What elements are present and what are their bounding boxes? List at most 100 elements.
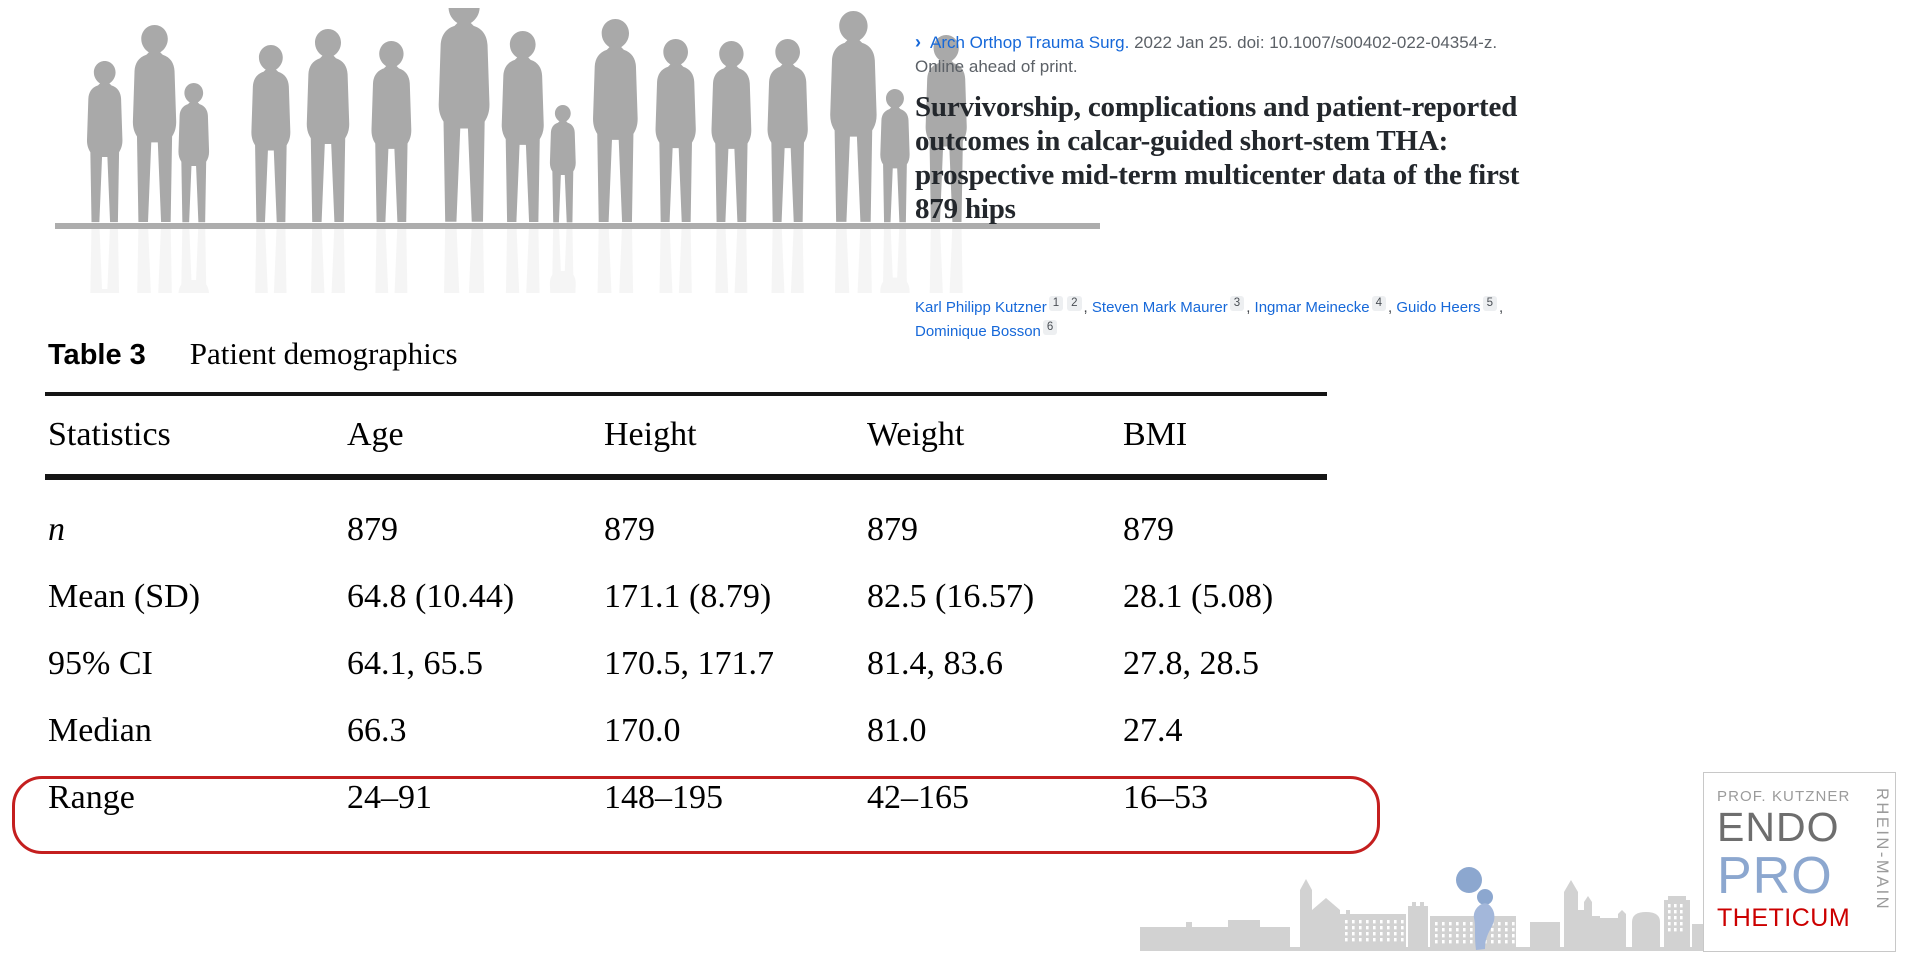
person-reflection [311, 224, 345, 293]
person-silhouette [178, 83, 210, 223]
column-header: BMI [1123, 416, 1188, 453]
people-silhouettes-image [55, 8, 1100, 293]
table-row: 95% CI 64.1, 65.5 170.5, 171.7 81.4, 83.6 27… [45, 630, 1327, 697]
table-cell: 16–53 [1123, 778, 1208, 816]
author-link[interactable]: Karl Philipp Kutzner [915, 299, 1047, 316]
table-cell: 879 [604, 510, 655, 548]
author-separator: , [1498, 299, 1504, 316]
table-caption: Table 3 Patient demographics [48, 336, 458, 372]
table-cell: 27.4 [1123, 711, 1183, 749]
column-header: Age [347, 416, 404, 453]
table-row: Range 24–91 148–195 42–165 16–53 [45, 764, 1327, 831]
table-cell: 171.1 (8.79) [604, 577, 772, 615]
author-link[interactable]: Ingmar Meinecke [1254, 299, 1370, 316]
person-reflection [137, 224, 172, 293]
person-reflection [880, 223, 910, 293]
person-silhouette [371, 41, 412, 223]
table-caption-label: Table 3 [48, 339, 146, 371]
chevron-icon: › [915, 32, 921, 52]
table-cell: 64.8 (10.44) [347, 577, 515, 615]
demographics-table-header: Statistics Age Height Weight BMI [45, 392, 1327, 480]
table-cell: 64.1, 65.5 [347, 644, 483, 682]
author-link[interactable]: Dominique Bosson [915, 323, 1041, 340]
ground-line [55, 223, 1100, 229]
person-reflection [444, 224, 485, 293]
table-cell: 81.0 [867, 711, 927, 749]
logo-rhein-main: RHEIN-MAIN [1873, 788, 1891, 912]
affiliation-badge: 2 [1067, 296, 1082, 311]
person-reflection [659, 223, 692, 293]
online-ahead-text: Online ahead of print. [915, 57, 1078, 76]
affiliation-badge: 6 [1042, 320, 1058, 335]
person-reflection [771, 223, 804, 293]
table-cell: 879 [1123, 510, 1174, 548]
table-row: n 879 879 879 879 [45, 496, 1327, 563]
person-silhouette [132, 25, 177, 222]
affiliation-badge: 4 [1371, 296, 1386, 311]
person-silhouette [655, 39, 696, 223]
row-label: Mean (SD) [48, 577, 201, 615]
author-link[interactable]: Steven Mark Maurer [1091, 299, 1228, 316]
person-silhouette [251, 45, 291, 223]
table-cell: 879 [867, 510, 918, 548]
logo-endo: ENDO [1717, 804, 1840, 850]
person-reflection [715, 223, 748, 293]
person-reflection [834, 224, 872, 293]
authors-line: Karl Philipp Kutzner 1 2, Steven Mark Maur… [915, 296, 1567, 344]
person-silhouette [306, 29, 350, 222]
author-separator: , [1083, 299, 1092, 316]
table-cell: 81.4, 83.6 [867, 644, 1003, 682]
table-cell: 148–195 [604, 778, 723, 816]
hip-implant-icon [1456, 867, 1495, 950]
person-reflection [375, 223, 408, 293]
table-cell: 24–91 [347, 778, 432, 816]
table-cell: 82.5 (16.57) [867, 577, 1035, 615]
affiliation-badge: 3 [1229, 296, 1245, 311]
city-skyline-image [1140, 879, 1712, 951]
logo-prof-kutzner: PROF. KUTZNER [1717, 788, 1851, 805]
author-separator: , [1388, 299, 1397, 316]
affiliation-badge: 1 [1048, 296, 1064, 311]
range-row-annotation-circle [12, 776, 1380, 854]
people-group [86, 8, 967, 293]
person-reflection [549, 223, 576, 293]
person-silhouette [830, 11, 877, 222]
column-header: Statistics [48, 416, 171, 453]
demographics-table: Statistics Age Height Weight BMI n 879 879 879 8… [45, 392, 1327, 831]
person-reflection [505, 223, 540, 293]
row-label: Median [48, 711, 152, 749]
table-row: Median 66.3 170.0 81.0 27.4 [45, 697, 1327, 764]
table-cell: 42–165 [867, 778, 969, 816]
person-silhouette [593, 19, 638, 222]
affiliation-badge: 5 [1482, 296, 1497, 311]
table-cell: 170.0 [604, 711, 681, 749]
row-label: 95% CI [48, 644, 153, 682]
person-silhouette [501, 31, 544, 223]
table-cell: 879 [347, 510, 398, 548]
demographics-table-body: n 879 879 879 879 Mean (SD) 64.8 (10.44) 171.1 … [45, 480, 1327, 831]
person-silhouette [549, 105, 576, 223]
author-separator: , [1246, 299, 1255, 316]
table-cell: 170.5, 171.7 [604, 644, 774, 682]
author-link[interactable]: Guido Heers [1396, 299, 1481, 316]
table-caption-title: Patient demographics [189, 336, 458, 371]
table-cell: 27.8, 28.5 [1123, 644, 1259, 682]
column-header: Weight [867, 416, 965, 453]
logo-pro: PRO [1717, 847, 1833, 905]
person-reflection [597, 224, 634, 293]
citation-line: › Arch Orthop Trauma Surg. 2022 Jan 25. d… [915, 32, 1497, 53]
person-reflection [255, 223, 287, 293]
person-silhouette [711, 41, 752, 223]
endoprotheticum-logo: PROF. KUTZNER ENDO PRO THETICUM RHEIN-MA… [1703, 772, 1896, 952]
column-header: Height [604, 416, 697, 453]
person-silhouette [767, 39, 808, 223]
table-row: Mean (SD) 64.8 (10.44) 171.1 (8.79) 82.5 (1… [45, 563, 1327, 630]
person-reflection [178, 223, 210, 293]
citation-meta: 2022 Jan 25. doi: 10.1007/s00402-022-043… [1129, 33, 1498, 52]
table-cell: 66.3 [347, 711, 407, 749]
journal-link[interactable]: Arch Orthop Trauma Surg. [930, 33, 1130, 52]
person-silhouette [880, 89, 910, 223]
logo-theticum: THETICUM [1717, 904, 1851, 932]
person-silhouette [438, 8, 490, 222]
